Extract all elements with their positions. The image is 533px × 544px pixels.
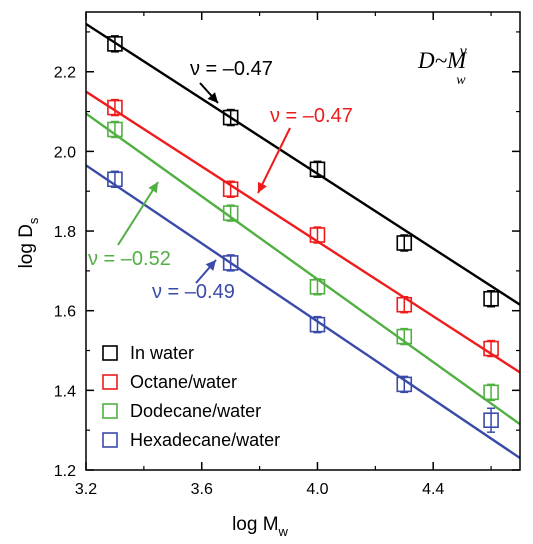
y-tick-label: 1.4 <box>54 383 76 400</box>
fit-line <box>86 90 520 374</box>
data-point <box>483 384 499 401</box>
y-axis-title-main: log D <box>16 224 37 268</box>
y-tick-label: 2.0 <box>54 144 76 161</box>
slope-annotation: ν = –0.47 <box>270 105 353 127</box>
legend-marker <box>102 374 118 390</box>
y-axis: 1.2 1.4 1.6 1.8 2.0 2.2 <box>54 31 520 480</box>
data-point <box>396 376 413 393</box>
x-tick-label: 3.6 <box>191 481 213 498</box>
data-point <box>396 328 413 345</box>
legend-label: In water <box>130 343 194 363</box>
legend: In water Octane/water Dodecane/water Hexade… <box>102 343 280 450</box>
fit-line <box>86 164 520 460</box>
y-axis-title-sub: s <box>26 217 41 224</box>
x-axis-title: log Mw <box>232 514 288 539</box>
data-point <box>107 171 123 188</box>
slope-annotation: ν = –0.49 <box>152 281 235 303</box>
data-point <box>107 36 123 52</box>
annotation-arrowhead <box>207 92 218 103</box>
y-tick-label: 1.6 <box>54 304 76 321</box>
y-tick-label: 1.2 <box>54 463 76 480</box>
legend-label: Dodecane/water <box>130 401 261 421</box>
fit-line <box>86 22 520 306</box>
y-tick-label: 2.2 <box>54 65 76 82</box>
plot-frame <box>85 11 521 471</box>
annotation-arrowhead <box>257 181 267 193</box>
legend-label: Octane/water <box>130 372 237 392</box>
annotation-arrow <box>117 181 159 246</box>
x-axis: 3.2 3.6 4.0 4.4 <box>75 12 492 498</box>
annotation-arrow <box>257 127 291 194</box>
x-axis-title-sub: w <box>278 524 289 539</box>
data-point <box>222 255 239 271</box>
data-point <box>222 181 239 198</box>
y-axis-title: log Ds <box>16 217 41 268</box>
y-tick-label: 1.8 <box>54 224 76 241</box>
annotations: ν = –0.47 ν = –0.47 ν = –0.52 ν = –0.49 <box>88 58 353 303</box>
x-tick-label: 3.2 <box>75 481 97 498</box>
x-tick-label: 4.4 <box>422 481 444 498</box>
data-point <box>483 290 499 307</box>
legend-marker <box>102 345 118 361</box>
x-tick-label: 4.0 <box>306 481 328 498</box>
data-point <box>107 99 123 116</box>
data-point <box>396 235 413 251</box>
formula-sup: ν <box>460 43 468 60</box>
data-point <box>309 278 326 295</box>
formula-main: D~M <box>417 48 468 73</box>
data-point <box>222 205 239 221</box>
data-point <box>222 109 239 126</box>
data-point <box>309 227 326 243</box>
data-point <box>107 121 123 138</box>
fit-line <box>86 112 520 426</box>
slope-annotation: ν = –0.47 <box>190 58 273 80</box>
data-point <box>483 412 499 429</box>
legend-marker <box>102 432 118 448</box>
slope-annotation: ν = –0.52 <box>88 248 171 270</box>
annotation-arrowhead <box>205 260 216 271</box>
annotation-arrowhead <box>148 182 158 194</box>
formula: D~M wν <box>417 43 468 88</box>
x-axis-title-main: log M <box>232 514 278 535</box>
data-point <box>396 296 413 313</box>
legend-marker <box>102 403 118 419</box>
data-points <box>107 35 499 433</box>
formula-sub: w <box>456 73 466 88</box>
data-point <box>309 316 326 333</box>
data-point <box>483 340 499 357</box>
fit-lines <box>86 22 520 460</box>
legend-label: Hexadecane/water <box>130 430 280 450</box>
data-point <box>309 161 326 178</box>
